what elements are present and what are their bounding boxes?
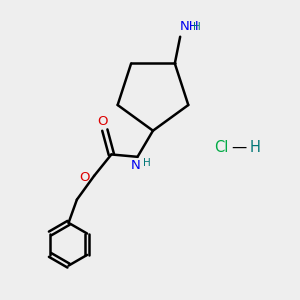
Text: —: — [232, 140, 247, 154]
Text: N: N [130, 159, 140, 172]
Text: NH: NH [180, 20, 200, 33]
Text: H: H [143, 158, 151, 168]
Text: Cl: Cl [214, 140, 228, 154]
Text: O: O [79, 170, 89, 184]
Text: H: H [193, 22, 201, 32]
Text: O: O [97, 115, 108, 128]
Text: H: H [250, 140, 260, 154]
